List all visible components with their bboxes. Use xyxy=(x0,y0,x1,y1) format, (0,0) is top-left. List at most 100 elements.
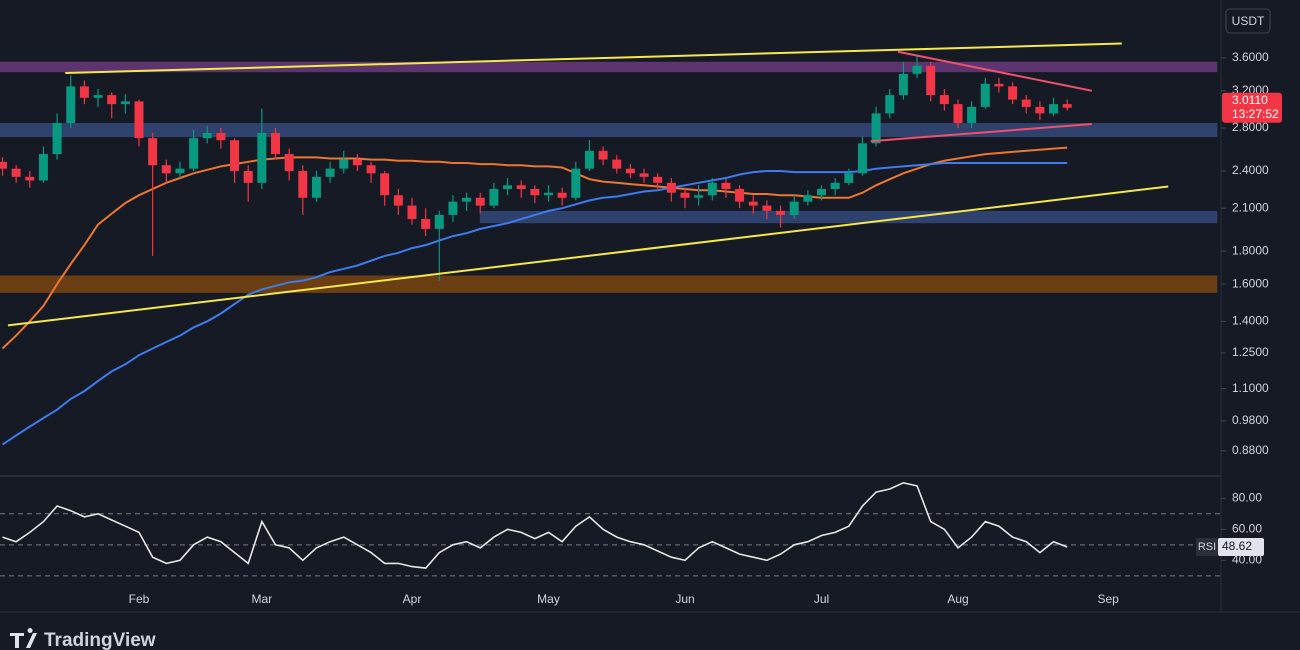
candle-body xyxy=(79,86,89,98)
candle-body xyxy=(1008,86,1018,100)
candle-body xyxy=(503,185,513,189)
rsi-pane xyxy=(0,481,1221,577)
rsi-value: 48.62 xyxy=(1222,539,1252,553)
candle-body xyxy=(38,154,48,181)
moving-average xyxy=(1,162,1068,446)
candle-body xyxy=(803,195,813,202)
rsi-line xyxy=(2,481,1068,569)
candle-body xyxy=(0,161,7,169)
candle-body xyxy=(598,150,608,160)
candle-body xyxy=(202,133,212,139)
y-tick-label: 2.1000 xyxy=(1232,200,1269,214)
candle-body xyxy=(776,210,786,215)
candle-body xyxy=(25,176,35,181)
brand: TradingView xyxy=(44,630,156,650)
candle-body xyxy=(844,173,854,183)
candle-body xyxy=(530,188,540,196)
y-tick-label: 1.4000 xyxy=(1232,313,1269,327)
candle-body xyxy=(680,192,690,198)
rsi-value-tag xyxy=(1218,537,1264,556)
trendline xyxy=(65,42,1122,74)
candle-body xyxy=(871,113,881,144)
last-price-timer: 13:27:52 xyxy=(1232,107,1279,121)
zone xyxy=(0,123,1218,138)
candle-body xyxy=(380,173,390,196)
y-tick-label: 1.8000 xyxy=(1232,243,1269,257)
currency-box[interactable] xyxy=(1225,8,1271,34)
last-price-label: 3.0110 xyxy=(1232,93,1268,107)
candle-body xyxy=(707,182,717,196)
zone xyxy=(0,61,1218,73)
y-tick-label: 60.00 xyxy=(1232,521,1262,535)
y-tick-label: 3.6000 xyxy=(1232,50,1269,64)
candle-body xyxy=(939,95,949,105)
candle-body xyxy=(271,133,280,155)
candle-body xyxy=(66,86,76,124)
candle-body xyxy=(817,188,826,196)
x-tick-label: Jul xyxy=(814,592,829,606)
candle-body xyxy=(557,192,567,198)
candle-body xyxy=(666,182,676,193)
candle-body xyxy=(216,133,226,141)
candle-body xyxy=(52,123,62,155)
candle-body xyxy=(953,104,963,124)
candle-body xyxy=(407,205,417,220)
x-tick-label: Aug xyxy=(947,592,968,606)
candle-body xyxy=(571,168,581,198)
candle-body xyxy=(421,219,431,229)
candle-body xyxy=(516,185,526,189)
x-tick-label: Sep xyxy=(1097,592,1119,606)
y-tick-label: 1.1000 xyxy=(1232,381,1269,395)
candle-body xyxy=(11,168,21,177)
y-tick-label: 2.4000 xyxy=(1232,163,1269,177)
candle-body xyxy=(898,73,908,96)
rsi-name-tag xyxy=(1196,537,1218,556)
candle-body xyxy=(584,150,594,169)
candle-body xyxy=(175,168,185,174)
candle-body xyxy=(230,140,240,171)
candle-body xyxy=(721,182,731,189)
x-tick-label: Feb xyxy=(129,592,150,606)
candle-body xyxy=(325,168,335,177)
candle-body xyxy=(366,165,376,174)
currency: USDT xyxy=(1232,14,1265,28)
candle-body xyxy=(284,154,294,171)
candle-body xyxy=(489,188,499,206)
candle-body xyxy=(475,197,485,206)
candle-body xyxy=(653,176,663,183)
candle-body xyxy=(1035,106,1045,114)
candle-body xyxy=(107,95,117,105)
trendline xyxy=(897,50,1092,92)
candle-body xyxy=(1049,104,1059,114)
candle-body xyxy=(789,201,799,215)
footer-logo xyxy=(10,628,37,648)
candle-body xyxy=(748,201,758,206)
candle-body xyxy=(980,83,990,107)
y-tick-label: 40.00 xyxy=(1232,553,1262,567)
candle-body xyxy=(912,65,922,74)
candle-body xyxy=(339,159,349,169)
zone xyxy=(479,210,1218,224)
candle-body xyxy=(298,170,308,198)
y-tick-label: 1.6000 xyxy=(1232,276,1269,290)
x-tick-label: Mar xyxy=(252,592,273,606)
candle-body xyxy=(994,83,1004,87)
zone xyxy=(0,275,1218,293)
x-tick-label: Jun xyxy=(675,592,694,606)
candle-body xyxy=(393,195,403,206)
rsi-name: RSI xyxy=(1198,541,1216,553)
axes: RSI 48.6280.0060.0040.003.60003.20002.800… xyxy=(129,50,1282,606)
candle-body xyxy=(544,192,553,196)
candle-body xyxy=(857,143,867,174)
candle-body xyxy=(639,173,649,177)
candle-body xyxy=(762,205,772,211)
y-tick-label: 80.00 xyxy=(1232,490,1262,504)
candle-body xyxy=(612,159,622,169)
candle-body xyxy=(448,201,458,215)
x-tick-label: Apr xyxy=(403,592,422,606)
candle-body xyxy=(161,165,171,174)
candle-body xyxy=(735,188,745,202)
y-tick-label: 2.8000 xyxy=(1232,120,1269,134)
candle-body xyxy=(352,159,362,166)
